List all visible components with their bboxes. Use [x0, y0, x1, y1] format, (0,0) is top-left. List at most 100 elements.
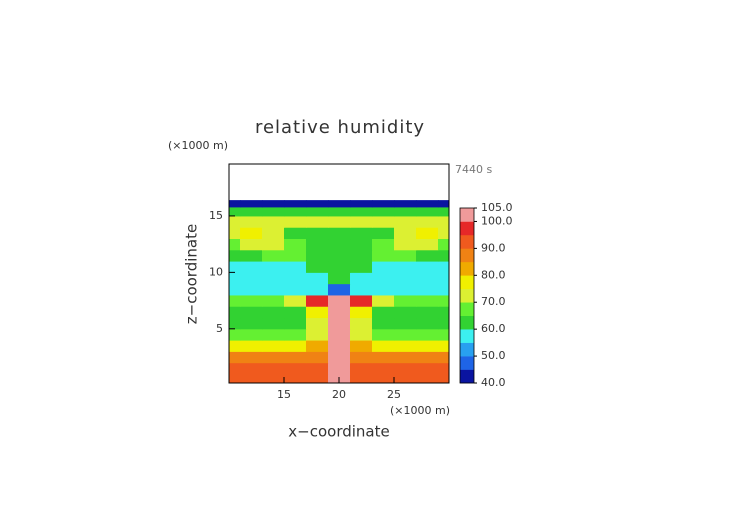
field-cell [306, 294, 329, 307]
chart-title: relative humidity [255, 117, 425, 138]
field-cell [240, 283, 263, 296]
field-cell [438, 351, 450, 364]
field-cell [240, 294, 263, 307]
colorbar-tick-label: 80.0 [481, 268, 506, 281]
field-cell [372, 272, 395, 285]
field-cell [306, 261, 329, 273]
x-tick-label: 25 [387, 388, 401, 401]
field-cell [394, 238, 417, 251]
field-cell [416, 362, 439, 375]
colorbar-tick-label: 90.0 [481, 241, 506, 254]
field-cell [328, 294, 351, 307]
field-cell [350, 317, 373, 330]
field-cell [240, 261, 263, 273]
field-cell [229, 351, 241, 364]
x-tick-label: 15 [277, 388, 291, 401]
field-cell [284, 200, 307, 208]
field-cell [350, 306, 373, 319]
colorbar-swatch [460, 221, 474, 236]
field-cell [240, 206, 263, 217]
field-cell [240, 227, 263, 240]
y-unit: (×1000 m) [168, 139, 228, 152]
colorbar-swatch [460, 208, 474, 222]
field-cell [284, 238, 307, 251]
field-cell [262, 200, 285, 208]
field-cell [240, 215, 263, 228]
field-cell [350, 328, 373, 341]
colorbar-swatch [460, 369, 474, 384]
field-cell [350, 283, 373, 296]
field-cell [306, 351, 329, 364]
field-cell [240, 200, 263, 208]
field-cell [306, 328, 329, 341]
field-cell [284, 317, 307, 330]
field-cell [416, 294, 439, 307]
field-cell [306, 227, 329, 240]
field-cell [438, 215, 450, 228]
colorbar-tick-label: 60.0 [481, 322, 506, 335]
field-cell [284, 261, 307, 273]
field-cell [416, 340, 439, 352]
field-cell [284, 351, 307, 364]
field-cell [416, 215, 439, 228]
field-cell [416, 200, 439, 208]
field-cell [229, 261, 241, 273]
field-cell [229, 362, 241, 375]
field-cell [328, 272, 351, 285]
colorbar-tick-label: 40.0 [481, 376, 506, 389]
field-cell [328, 283, 351, 296]
field-cell [240, 249, 263, 262]
field-cell [350, 294, 373, 307]
field-cell [350, 272, 373, 285]
field-cell [328, 328, 351, 341]
colorbar-swatch [460, 275, 474, 290]
field-cell [416, 328, 439, 341]
field-cell [284, 294, 307, 307]
field-cell [350, 340, 373, 352]
field-cell [416, 238, 439, 251]
field-cell [306, 200, 329, 208]
field-cell [372, 215, 395, 228]
colorbar-swatch [460, 261, 474, 276]
field-cell [284, 249, 307, 262]
field-cell [438, 306, 450, 319]
field-cell [262, 317, 285, 330]
colorbar-tick-label: 100.0 [481, 214, 513, 227]
field-cell [262, 261, 285, 273]
field-cell [372, 206, 395, 217]
field-cell [394, 328, 417, 341]
field-cell [372, 328, 395, 341]
field-cell [438, 317, 450, 330]
field-cell [262, 351, 285, 364]
colorbar-swatch [460, 248, 474, 263]
field-cell [416, 373, 439, 384]
field-cell [416, 351, 439, 364]
x-unit: (×1000 m) [390, 404, 450, 417]
field-cell [372, 373, 395, 384]
field-cell [262, 373, 285, 384]
field-cell [262, 249, 285, 262]
field-cell [394, 261, 417, 273]
field-cell [328, 340, 351, 352]
field-cell [284, 206, 307, 217]
field-cell [229, 373, 241, 384]
y-tick-label: 15 [209, 209, 223, 222]
field-cell [229, 340, 241, 352]
field-cell [306, 317, 329, 330]
field-cell [328, 200, 351, 208]
field-cell [394, 200, 417, 208]
field-cell [240, 272, 263, 285]
field-cell [262, 328, 285, 341]
field-cell [284, 215, 307, 228]
field-cell [372, 227, 395, 240]
y-tick-label: 5 [216, 322, 223, 335]
field-cell [416, 272, 439, 285]
field-cell [284, 362, 307, 375]
field-cell [284, 373, 307, 384]
field-cell [394, 373, 417, 384]
field-cell [372, 200, 395, 208]
field-cell [438, 283, 450, 296]
field-cell [394, 317, 417, 330]
field-cell [262, 294, 285, 307]
field-cell [394, 283, 417, 296]
